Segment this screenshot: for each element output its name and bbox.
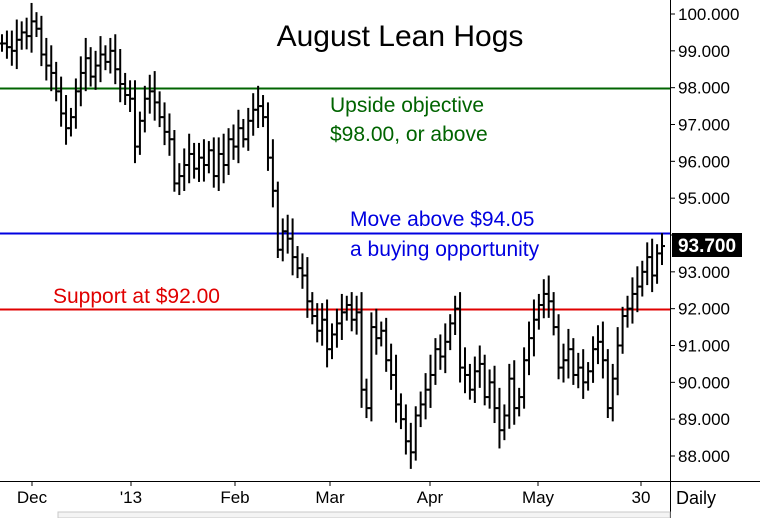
objective-annotation-line1: Upside objective <box>330 94 484 117</box>
price-axis-label: 92.000 <box>678 300 730 319</box>
price-bars <box>0 2 665 469</box>
price-axis-label: 88.000 <box>678 447 730 466</box>
time-scrollbar[interactable] <box>57 511 671 518</box>
time-axis-label: '13 <box>120 488 142 507</box>
support-annotation: Support at $92.00 <box>53 285 220 308</box>
last-price-label: 93.700 <box>678 236 736 257</box>
price-axis-label: 90.000 <box>678 373 730 392</box>
price-bar <box>659 233 665 266</box>
interval-label: Daily <box>676 488 716 508</box>
price-axis-label: 97.000 <box>678 116 730 135</box>
price-axis-label: 98.000 <box>678 79 730 98</box>
price-axis-label: 89.000 <box>678 410 730 429</box>
chart-title: August Lean Hogs <box>277 20 524 53</box>
time-axis-labels: Dec '13 Feb Mar Apr May 30 <box>17 481 651 507</box>
price-axis-label: 100.000 <box>678 5 739 24</box>
time-axis-label: Dec <box>17 488 48 507</box>
objective-annotation-line2: $98.00, or above <box>330 123 488 146</box>
time-axis-label: Mar <box>315 488 345 507</box>
price-axis-label: 91.000 <box>678 337 730 356</box>
price-axis-label: 96.000 <box>678 152 730 171</box>
breakout-annotation-line1: Move above $94.05 <box>350 208 534 231</box>
time-axis-label: May <box>522 488 555 507</box>
price-axis-labels: 88.000 89.000 90.000 91.000 92.000 93.000 95.0… <box>670 5 739 466</box>
price-axis-label: 93.000 <box>678 263 730 282</box>
price-axis-label: 99.000 <box>678 42 730 61</box>
time-axis-label: Apr <box>417 488 444 507</box>
time-axis-label: Feb <box>220 488 249 507</box>
breakout-annotation-line2: a buying opportunity <box>350 238 540 261</box>
time-axis-label: 30 <box>632 488 651 507</box>
last-price-tag <box>672 233 742 257</box>
plot-area <box>0 0 670 480</box>
price-axis-label: 95.000 <box>678 189 730 208</box>
